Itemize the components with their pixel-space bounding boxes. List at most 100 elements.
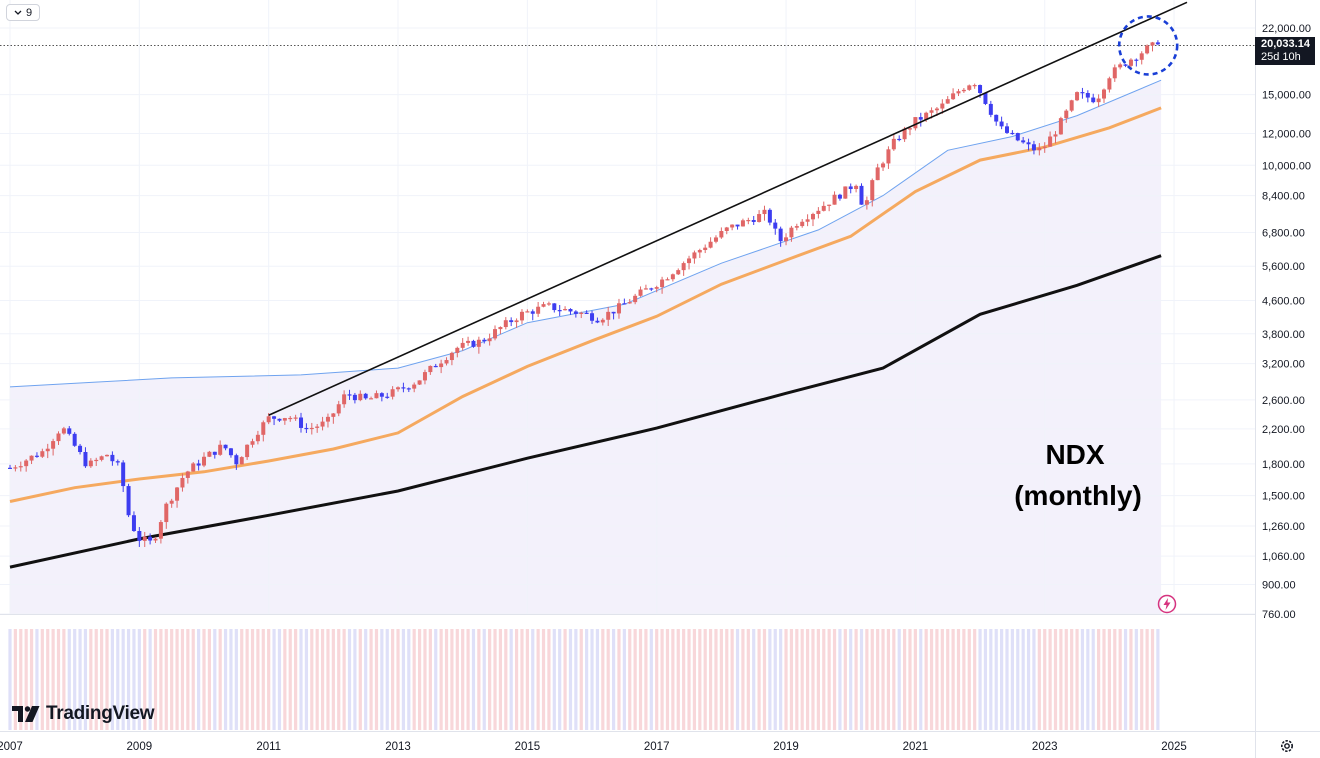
candle-body (638, 289, 643, 296)
candle-body (439, 363, 444, 368)
y-tick-label: 12,000.00 (1262, 129, 1311, 141)
volume-bar (218, 629, 222, 730)
volume-bar (153, 629, 158, 730)
volume-bar (294, 629, 298, 730)
volume-bar (692, 629, 697, 730)
candle-body (449, 352, 454, 361)
volume-bar (876, 629, 880, 730)
volume-bar (838, 629, 842, 730)
x-tick-label: 2013 (385, 741, 411, 753)
volume-bar (752, 629, 756, 730)
volume-bar (488, 629, 492, 730)
candle-body (616, 303, 621, 314)
volume-bar (67, 629, 71, 730)
candle-body (293, 417, 298, 419)
volume-bar (191, 629, 195, 730)
volume-bar (962, 629, 966, 730)
volume-bar (1075, 629, 1079, 730)
candle-body (466, 340, 471, 343)
candle-body (1155, 42, 1160, 45)
candle-body (557, 310, 562, 312)
candle-body (681, 263, 686, 271)
moving-average-mid-line (9, 106, 1162, 503)
candle-body (288, 417, 293, 420)
volume-bar (601, 629, 605, 730)
candle-body (142, 536, 147, 541)
volume-bar (396, 629, 400, 730)
candle-body (320, 421, 325, 427)
candle-body (1021, 140, 1026, 143)
candle-body (99, 456, 104, 460)
tradingview-logo-icon (12, 706, 40, 722)
volume-bar (660, 629, 664, 730)
last-price-tag: 20,033.14 25d 10h (1255, 37, 1315, 65)
tradingview-logo[interactable]: TradingView (12, 703, 155, 725)
candle-body (1085, 93, 1090, 98)
ma-channel-fill (10, 80, 1162, 614)
volume-bar (1097, 629, 1101, 730)
candle-body (455, 347, 460, 353)
candle-body (918, 117, 923, 120)
volume-bar (698, 629, 702, 730)
volume-bar (326, 629, 330, 730)
volume-bar (590, 629, 594, 730)
candle-body (115, 461, 120, 463)
candle-body (870, 180, 875, 201)
logo-text: TradingView (46, 703, 155, 724)
candle-body (590, 313, 595, 321)
candle-body (1037, 147, 1042, 151)
candle-body (88, 460, 93, 467)
volume-bar (1140, 629, 1144, 730)
candle-body (137, 530, 142, 541)
candle-body (460, 342, 465, 348)
y-tick-label: 760.00 (1262, 609, 1296, 621)
volume-bar (197, 629, 201, 730)
volume-bar (159, 629, 163, 730)
volume-bar (989, 629, 993, 730)
settings-icon[interactable] (1279, 738, 1295, 754)
volume-bar (62, 629, 66, 730)
x-tick-label: 2015 (515, 741, 541, 753)
volume-bar (132, 629, 136, 730)
candle-body (83, 452, 88, 467)
candle-body (482, 339, 487, 342)
collapse-indicators-button[interactable]: 9 (6, 4, 40, 21)
volume-bar (746, 629, 750, 730)
candle-body (433, 365, 438, 368)
volume-bar (903, 629, 907, 730)
volume-bar (1134, 629, 1138, 730)
volume-bar (682, 629, 686, 730)
candle-body (34, 455, 39, 457)
candle-body (78, 445, 83, 453)
volume-bar (223, 629, 228, 730)
volume-bar (547, 629, 551, 730)
upper-trendline[interactable] (268, 1, 1188, 416)
candle-body (724, 227, 729, 232)
volume-bar (735, 629, 740, 730)
volume-bar (595, 629, 600, 730)
volume-bar (558, 629, 562, 730)
candle-body (999, 121, 1004, 127)
candle-body (412, 384, 417, 389)
candle-body (250, 441, 255, 445)
candle-body (719, 231, 724, 238)
highlight-circle[interactable] (1117, 15, 1179, 76)
volume-bar (250, 629, 255, 730)
volume-bar (768, 629, 772, 730)
candle-body (126, 486, 131, 516)
volume-bar (994, 629, 998, 730)
volume-bar (1016, 629, 1020, 730)
candle-body (988, 103, 993, 115)
lightning-icon[interactable] (1157, 594, 1177, 614)
volume-bar (315, 629, 319, 730)
volume-bar (946, 629, 950, 730)
volume-bar (762, 629, 767, 730)
x-tick-label: 2017 (644, 741, 670, 753)
volume-bar (46, 629, 50, 730)
candle-body (595, 320, 600, 323)
candle-body (951, 93, 956, 100)
candle-body (207, 451, 212, 457)
candle-body (622, 303, 627, 305)
volume-bar (628, 629, 632, 730)
